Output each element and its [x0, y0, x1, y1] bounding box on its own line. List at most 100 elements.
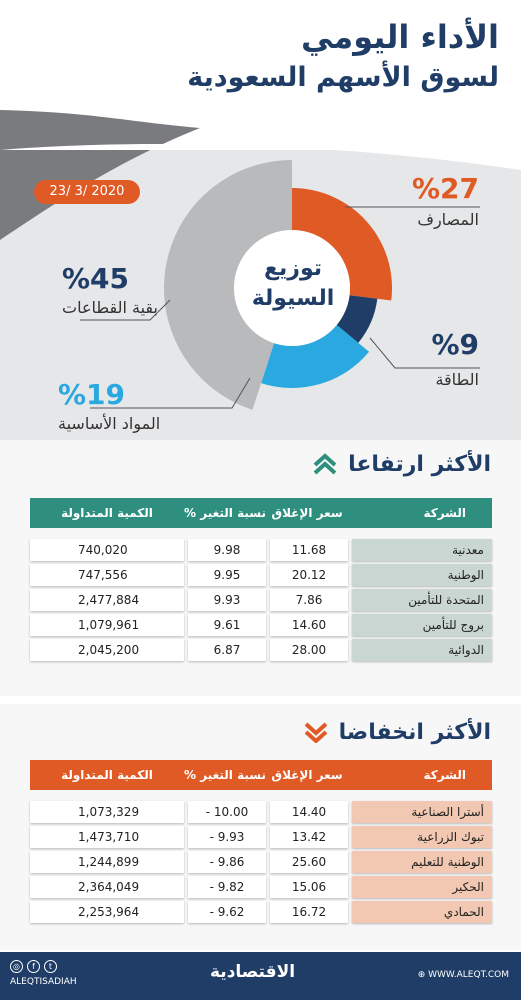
donut-center-label: توزيع السيولة — [238, 254, 348, 314]
cell-volume: 1,244,899 — [30, 851, 184, 873]
cell-company: الدوائية — [352, 639, 492, 661]
cell-close: 13.42 — [270, 826, 348, 848]
losers-table-header: الشركة سعر الإغلاق نسبة التغير % الكمية … — [30, 760, 492, 790]
leader-line-2 — [90, 377, 251, 409]
cell-change: 9.61 — [188, 614, 266, 636]
cell-volume: 2,045,200 — [30, 639, 184, 661]
label-basic-materials: المواد الأساسية — [58, 414, 161, 433]
table-row: الحكير 15.06 9.82 -2,364,049 — [30, 876, 492, 898]
pct-other-sectors: %45 — [62, 262, 130, 295]
label-energy: الطاقة — [435, 370, 479, 389]
center-label-line2: السيولة — [251, 286, 335, 311]
header-change: نسبة التغير % — [184, 768, 266, 782]
liquidity-donut-chart — [80, 160, 480, 410]
losers-title-wrap: الأكثر انخفاضا — [303, 714, 491, 750]
donut-center — [234, 230, 350, 346]
header-close: سعر الإغلاق — [271, 506, 343, 520]
cell-close: 15.06 — [270, 876, 348, 898]
cell-company: المتحدة للتأمين — [352, 589, 492, 611]
cell-volume: 1,079,961 — [30, 614, 184, 636]
gainers-rows: معدنية 11.68 9.98 740,020 الوطنية 20.12 9.95 74… — [30, 539, 492, 661]
table-row: الدوائية 28.00 6.87 2,045,200 — [30, 639, 492, 661]
cell-company: أسترا الصناعية — [352, 801, 492, 823]
label-banks: المصارف — [417, 210, 479, 229]
cell-company: بروج للتأمين — [352, 614, 492, 636]
cell-volume: 2,253,964 — [30, 901, 184, 923]
cell-close: 11.68 — [270, 539, 348, 561]
page-subtitle: لسوق الأسهم السعودية — [187, 62, 499, 93]
donut-slice-2 — [261, 324, 370, 388]
header-change: نسبة التغير % — [184, 506, 266, 520]
table-row: أسترا الصناعية 14.40 10.00 -1,073,329 — [30, 801, 492, 823]
date-badge: 23/ 3/ 2020 — [34, 180, 140, 204]
gainers-title-wrap: الأكثر ارتفاعا — [312, 446, 491, 482]
cell-close: 20.12 — [270, 564, 348, 586]
header-volume: الكمية المتداولة — [61, 506, 153, 520]
losers-title: الأكثر انخفاضا — [338, 719, 491, 745]
table-row: الحمادي 16.72 9.62 -2,253,964 — [30, 901, 492, 923]
pct-banks: %27 — [411, 172, 479, 205]
donut-slice-3 — [163, 160, 292, 410]
leader-line-3 — [80, 299, 171, 321]
footer-website[interactable]: ⊕ WWW.ALEQT.COM — [418, 970, 509, 980]
header-company: الشركة — [423, 768, 466, 782]
cell-close: 14.40 — [270, 801, 348, 823]
cell-close: 14.60 — [270, 614, 348, 636]
gainers-table-header: الشركة سعر الإغلاق نسبة التغير % الكمية … — [30, 498, 492, 528]
footer: ◎ f t ALEQTISADIAH الاقتصادية ⊕ WWW.ALEQ… — [0, 952, 521, 1000]
cell-change: 9.93 — [188, 589, 266, 611]
donut-slice-0 — [292, 188, 392, 301]
footer-logo: الاقتصادية — [210, 962, 296, 982]
double-chevron-down-icon — [304, 722, 328, 743]
instagram-icon[interactable]: ◎ — [10, 960, 23, 973]
table-row: الوطنية للتعليم 25.60 9.86 -1,244,899 — [30, 851, 492, 873]
double-chevron-up-icon — [313, 453, 337, 475]
pct-energy: %9 — [431, 328, 479, 361]
donut-slice-1 — [336, 295, 378, 343]
table-row: بروج للتأمين 14.60 9.61 1,079,961 — [30, 614, 492, 636]
header-close: سعر الإغلاق — [271, 768, 343, 782]
cell-change: 10.00 - — [188, 801, 266, 823]
cell-volume: 747,556 — [30, 564, 184, 586]
table-row: الوطنية 20.12 9.95 747,556 — [30, 564, 492, 586]
facebook-icon[interactable]: f — [27, 960, 40, 973]
cell-change: 9.62 - — [188, 901, 266, 923]
cell-company: معدنية — [352, 539, 492, 561]
footer-handle[interactable]: ALEQTISADIAH — [10, 977, 77, 987]
cell-company: الحكير — [352, 876, 492, 898]
table-row: المتحدة للتأمين 7.86 9.93 2,477,884 — [30, 589, 492, 611]
gainers-title: الأكثر ارتفاعا — [348, 451, 491, 477]
table-row: تبوك الزراعية 13.42 9.93 -1,473,710 — [30, 826, 492, 848]
cell-change: 9.93 - — [188, 826, 266, 848]
cell-close: 25.60 — [270, 851, 348, 873]
cell-close: 7.86 — [270, 589, 348, 611]
page-title: الأداء اليومي — [301, 18, 499, 56]
cell-change: 9.95 — [188, 564, 266, 586]
cell-company: الوطنية — [352, 564, 492, 586]
gainers-table: الشركة سعر الإغلاق نسبة التغير % الكمية … — [30, 498, 492, 661]
leader-line-1 — [369, 337, 480, 369]
cell-company: تبوك الزراعية — [352, 826, 492, 848]
footer-social: ◎ f t ALEQTISADIAH — [10, 960, 77, 987]
footer-website-text[interactable]: WWW.ALEQT.COM — [428, 970, 509, 980]
header-volume: الكمية المتداولة — [61, 768, 153, 782]
twitter-icon[interactable]: t — [44, 960, 57, 973]
globe-icon: ⊕ — [417, 970, 429, 980]
cell-change: 9.82 - — [188, 876, 266, 898]
cell-company: الوطنية للتعليم — [352, 851, 492, 873]
cell-close: 28.00 — [270, 639, 348, 661]
label-other-sectors: بقية القطاعات — [62, 298, 158, 317]
center-label-line1: توزيع — [263, 256, 322, 281]
cell-change: 9.86 - — [188, 851, 266, 873]
cell-volume: 740,020 — [30, 539, 184, 561]
header-company: الشركة — [423, 506, 466, 520]
losers-table: الشركة سعر الإغلاق نسبة التغير % الكمية … — [30, 760, 492, 923]
pct-basic-materials: %19 — [58, 378, 126, 411]
table-row: معدنية 11.68 9.98 740,020 — [30, 539, 492, 561]
header-wave — [0, 104, 521, 240]
cell-volume: 1,073,329 — [30, 801, 184, 823]
cell-company: الحمادي — [352, 901, 492, 923]
cell-volume: 2,364,049 — [30, 876, 184, 898]
cell-volume: 2,477,884 — [30, 589, 184, 611]
cell-volume: 1,473,710 — [30, 826, 184, 848]
